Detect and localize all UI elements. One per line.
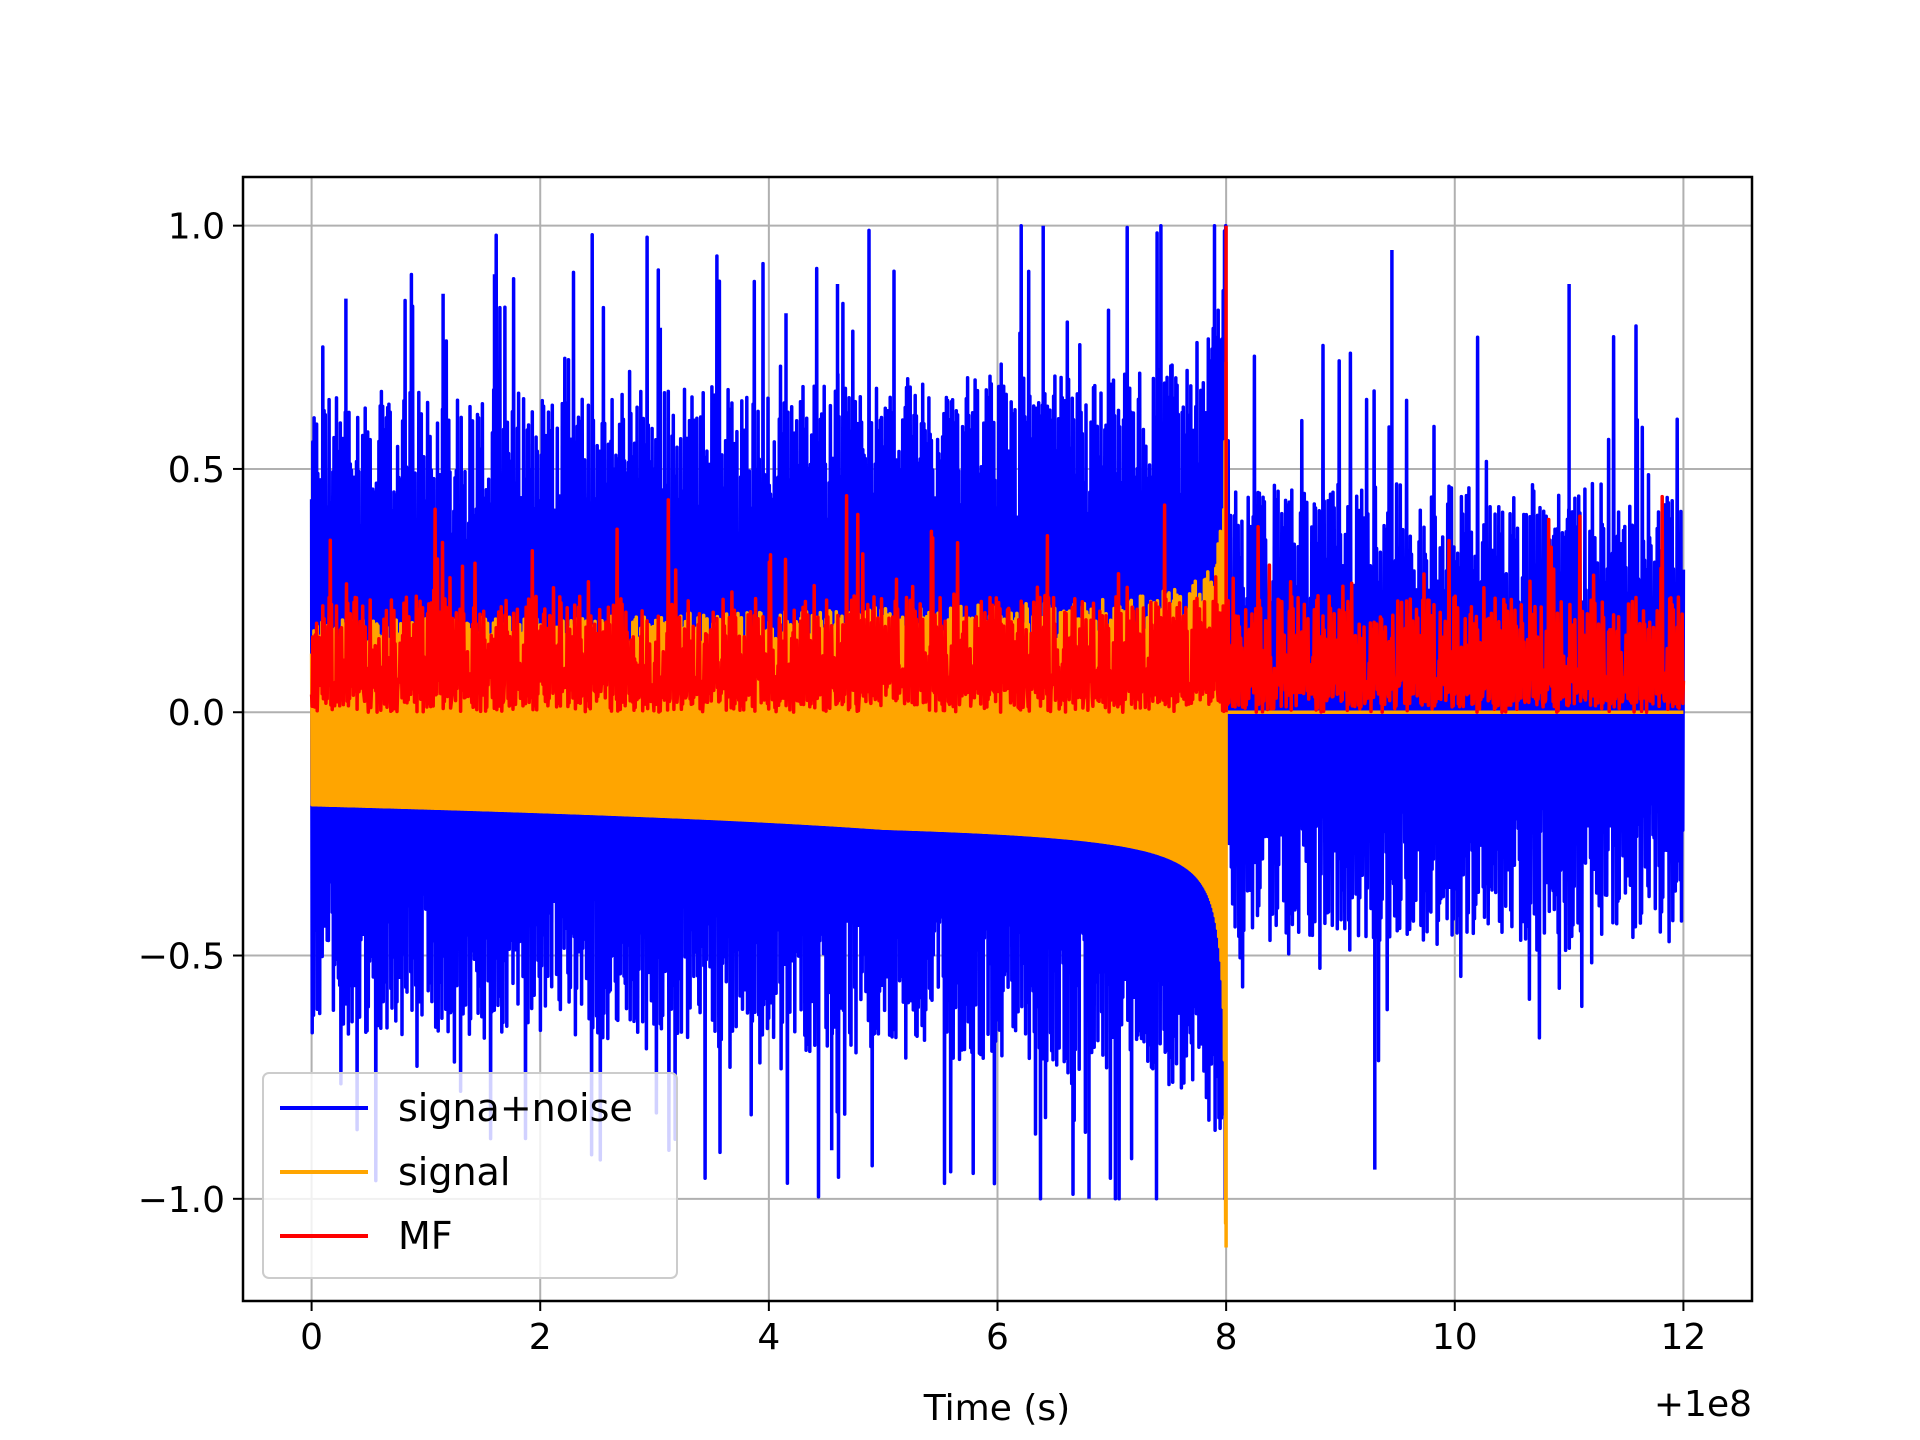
x-tick-label: 10 xyxy=(1432,1317,1478,1358)
legend-label-mf: MF xyxy=(398,1214,453,1258)
x-tick-label: 6 xyxy=(986,1317,1009,1358)
legend-label-signa-noise: signa+noise xyxy=(398,1086,633,1130)
y-tick-label: 0.0 xyxy=(168,693,225,734)
x-tick-label: 0 xyxy=(300,1317,323,1358)
legend-label-signal: signal xyxy=(398,1150,510,1194)
x-axis-label: Time (s) xyxy=(923,1388,1070,1429)
series-group xyxy=(309,223,1686,1248)
x-tick-label: 8 xyxy=(1215,1317,1238,1358)
x-tick-label: 4 xyxy=(757,1317,780,1358)
y-tick-label: −1.0 xyxy=(138,1180,225,1221)
y-tick-label: 1.0 xyxy=(168,207,225,248)
legend-box xyxy=(262,1072,678,1279)
y-tick-label: −0.5 xyxy=(138,937,225,978)
series-mf-line xyxy=(309,225,1686,714)
y-tick-label: 0.5 xyxy=(168,450,225,491)
x-tick-label: 12 xyxy=(1661,1317,1707,1358)
x-tick-label: 2 xyxy=(529,1317,552,1358)
legend: signa+noise signal MF xyxy=(262,1072,678,1279)
series-signa-noise-line xyxy=(309,223,1686,1201)
x-offset-label: +1e8 xyxy=(1654,1384,1752,1425)
ticks: 0 2 4 6 8 10 12 −1.0 −0.5 0.0 0.5 1.0 xyxy=(138,207,1707,1358)
